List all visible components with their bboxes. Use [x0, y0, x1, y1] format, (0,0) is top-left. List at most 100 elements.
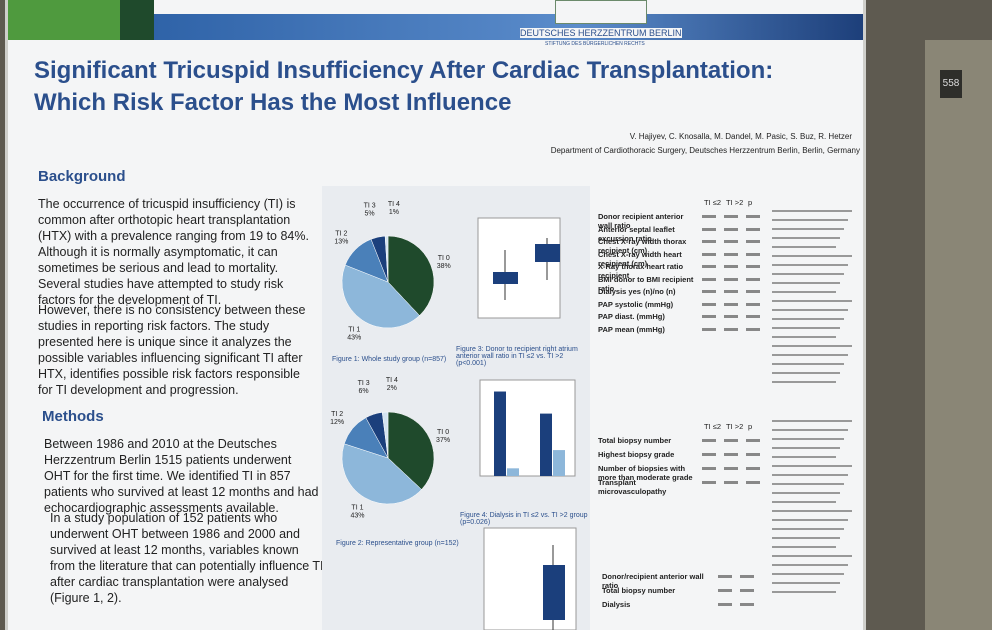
cell-text — [702, 240, 768, 243]
row-label: Total biopsy number — [602, 586, 676, 595]
slice-label: TI 4 — [388, 201, 400, 208]
fine-text — [772, 546, 836, 548]
affiliation: Department of Cardiothoracic Surgery, De… — [550, 146, 860, 155]
cell-text — [702, 302, 768, 306]
row-label: Chest X-ray width thorax recipient (cm) — [598, 237, 687, 255]
cell-text — [702, 327, 768, 331]
fine-text — [772, 492, 840, 494]
bar — [494, 391, 506, 476]
box-plot — [477, 217, 577, 630]
board — [925, 40, 992, 630]
section-heading: Background — [38, 168, 126, 185]
fine-text — [772, 573, 844, 575]
cell-text — [702, 439, 768, 442]
fine-text — [772, 210, 852, 212]
row-label: Dialysis — [602, 600, 631, 609]
slice-label: TI 0 — [437, 429, 449, 436]
cell-text — [702, 453, 768, 456]
authors: V. Hajiyev, C. Knosalla, M. Dandel, M. P… — [629, 132, 852, 141]
pie-slice — [387, 411, 435, 490]
fine-text — [772, 447, 840, 449]
cell-text — [718, 603, 758, 606]
slice-value: 43% — [350, 513, 364, 520]
fine-text — [772, 282, 840, 284]
cell-text — [702, 315, 768, 318]
cell-text — [702, 265, 768, 268]
fine-text — [772, 291, 836, 293]
fine-text — [772, 582, 840, 584]
slice-label: TI 1 — [348, 327, 360, 334]
fine-text — [772, 345, 852, 347]
fine-text — [772, 300, 852, 302]
fine-text — [772, 381, 836, 383]
paragraph: However, there is no consistency between… — [38, 303, 306, 397]
cell-text — [718, 589, 758, 592]
title: Significant Tricuspid Insufficiency Afte… — [34, 57, 774, 84]
column-header: TI >2 — [726, 422, 744, 431]
fine-text — [772, 465, 852, 467]
cell-text — [702, 290, 768, 293]
cell-text — [702, 252, 768, 256]
slice-label: TI 2 — [335, 230, 347, 237]
fine-text — [772, 420, 852, 422]
fine-text — [772, 483, 844, 485]
slice-value: 37% — [436, 437, 450, 444]
stripe — [120, 0, 154, 40]
cell-text — [702, 467, 768, 470]
fine-text — [772, 327, 840, 329]
cell-text — [702, 215, 768, 218]
slice-value: 2% — [387, 385, 397, 392]
logo — [555, 0, 647, 24]
fine-text — [772, 429, 848, 431]
fine-text — [772, 309, 848, 311]
institution: DEUTSCHES HERZZENTRUM BERLIN — [520, 28, 682, 38]
fine-text — [772, 528, 844, 530]
fine-text — [772, 474, 848, 476]
stripe — [154, 14, 863, 40]
slice-value: 1% — [389, 209, 399, 216]
row-label: Total biopsy number — [598, 436, 672, 445]
cell-text — [702, 227, 768, 231]
fine-text — [772, 456, 836, 458]
fine-text — [772, 537, 840, 539]
figure-caption: Figure 3: Donor to recipient right atriu… — [456, 346, 578, 367]
bar — [553, 450, 565, 476]
figure-caption: Figure 4: Dialysis in TI ≤2 vs. TI >2 gr… — [460, 512, 588, 526]
slice-value: 38% — [437, 263, 451, 270]
fine-text — [772, 264, 848, 266]
paragraph: Between 1986 and 2010 at the Deutsches H… — [44, 437, 319, 515]
column-header: p — [748, 422, 753, 431]
slice-value: 6% — [359, 388, 369, 395]
slice-label: TI 4 — [386, 377, 398, 384]
booth-number: 558 — [940, 70, 962, 98]
pie-slice — [387, 235, 435, 316]
fine-text — [772, 354, 848, 356]
column-header: p — [748, 198, 753, 207]
row-label: PAP systolic (mmHg) — [598, 299, 674, 309]
row-label: Transplant microvasculopathy — [598, 478, 667, 496]
slice-value: 12% — [330, 419, 344, 426]
row-label: Donor recipient anterior wall ratio — [598, 212, 684, 230]
institution-sub: STIFTUNG DES BÜRGERLICHEN RECHTS — [545, 41, 645, 47]
pie-slice — [381, 411, 389, 459]
slice-label: TI 2 — [331, 411, 343, 418]
stripe — [8, 0, 120, 40]
fine-text — [772, 510, 852, 512]
column-header: TI ≤2 — [704, 422, 722, 431]
pie-slice — [384, 235, 389, 283]
bar — [507, 468, 519, 476]
pie-slice — [341, 264, 420, 329]
fine-text — [772, 219, 848, 221]
fine-text — [772, 591, 836, 593]
cell-text — [702, 277, 768, 281]
cell-text — [702, 481, 768, 484]
fine-text — [772, 318, 844, 320]
row-label: BMI donor to BMI recipient ratio — [598, 274, 694, 293]
fine-text — [772, 501, 836, 503]
paragraph: The occurrence of tricuspid insufficienc… — [38, 197, 309, 307]
section-heading: Methods — [42, 408, 104, 425]
row-label: Donor/recipient anterior wall ratio — [602, 572, 704, 590]
fine-text — [772, 255, 852, 257]
fine-text — [772, 555, 852, 557]
